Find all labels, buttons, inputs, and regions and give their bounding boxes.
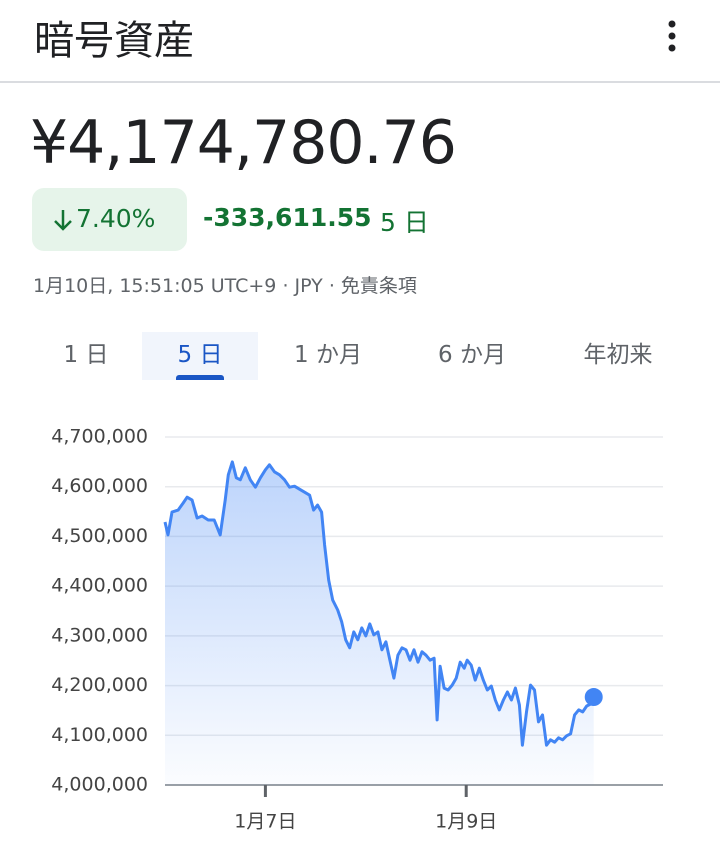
menu-button[interactable] xyxy=(662,16,682,56)
last-point xyxy=(584,688,603,707)
price: ¥4,174,780.76 xyxy=(30,108,457,178)
y-tick-label: 4,600,000 xyxy=(51,475,148,497)
timestamp: 1月10日, 15:51:05 UTC+9 xyxy=(33,275,277,297)
price-line xyxy=(163,460,596,747)
area xyxy=(165,461,594,785)
change-period: 5 日 xyxy=(380,208,429,237)
range-tab[interactable]: 6 か月 xyxy=(438,342,506,368)
change-percent: 7.40% xyxy=(76,204,156,233)
range-tab[interactable]: 1 日 xyxy=(63,342,109,368)
change-badge: 7.40% xyxy=(32,188,187,251)
currency: JPY xyxy=(294,275,323,297)
quote-meta: 1月10日, 15:51:05 UTC+9 · JPY · 免責条項 xyxy=(33,275,417,297)
change-amount: -333,611.55 xyxy=(203,203,372,232)
y-tick-label: 4,300,000 xyxy=(51,624,148,646)
range-tab[interactable]: 1 か月 xyxy=(294,342,362,368)
y-tick-label: 4,200,000 xyxy=(51,674,148,696)
disclaimer-link[interactable]: 免責条項 xyxy=(340,275,417,297)
range-tab[interactable]: 年初来 xyxy=(583,342,653,368)
page-title: 暗号資産 xyxy=(34,18,194,64)
x-tick-label: 1月9日 xyxy=(435,811,497,833)
y-tick-label: 4,000,000 xyxy=(51,774,148,796)
x-tick-label: 1月7日 xyxy=(234,811,296,833)
y-tick-label: 4,500,000 xyxy=(51,525,148,547)
down-arrow xyxy=(54,210,72,231)
y-tick-label: 4,700,000 xyxy=(51,426,148,448)
y-tick-label: 4,100,000 xyxy=(51,724,148,746)
range-tab[interactable]: 5 日 xyxy=(142,332,258,380)
divider xyxy=(0,81,720,83)
y-tick-label: 4,400,000 xyxy=(51,575,148,597)
